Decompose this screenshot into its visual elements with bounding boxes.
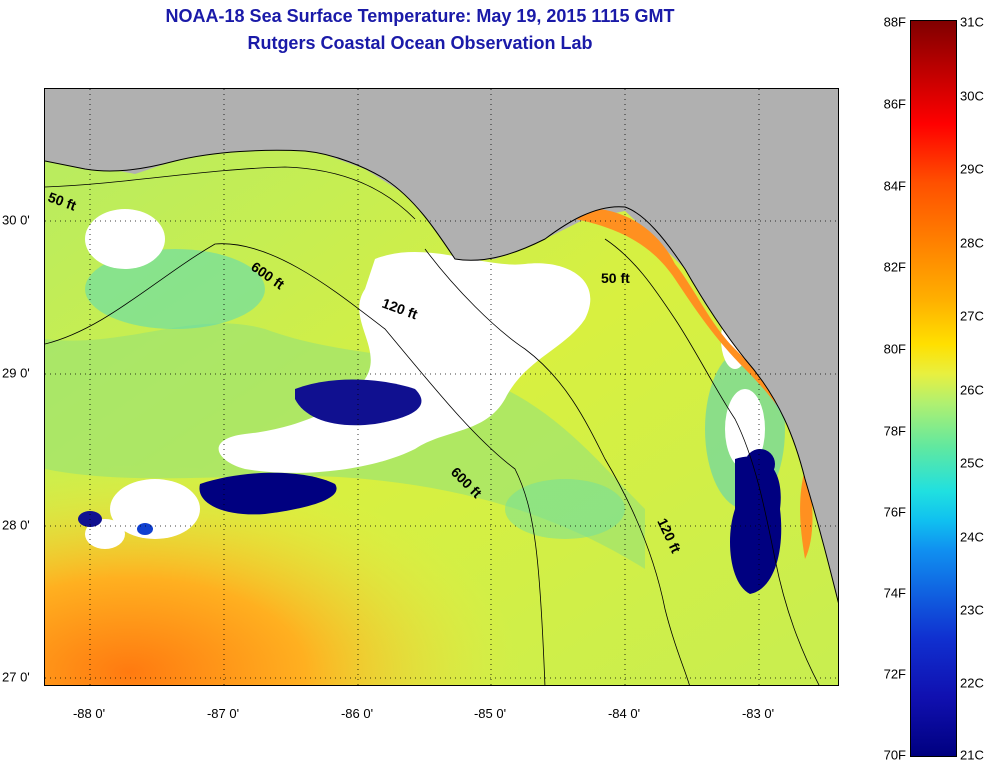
contour-50ft-east <box>604 238 820 685</box>
colorbar-f-label: 80F <box>883 341 906 357</box>
lon-label: -85 0' <box>473 706 507 721</box>
colorbar-f-label: 88F <box>883 14 906 30</box>
colorbar-f-label: 84F <box>883 178 906 194</box>
colorbar-f-label: 74F <box>883 585 906 601</box>
colorbar-c-label: 25C <box>960 455 984 471</box>
sst-map-graphic: 50 ft 600 ft 120 ft 600 ft 50 ft 120 ft <box>45 89 838 685</box>
lat-label: 29 0' <box>2 365 30 381</box>
land-mass <box>45 89 838 602</box>
colorbar-c-label: 22C <box>960 675 984 691</box>
map-title: NOAA-18 Sea Surface Temperature: May 19,… <box>165 6 675 26</box>
colorbar-f-label: 78F <box>883 423 906 439</box>
colorbar-c-label: 26C <box>960 382 984 398</box>
colorbar-f-label: 76F <box>883 504 906 520</box>
lon-label: -84 0' <box>607 706 641 721</box>
lon-label: -88 0' <box>72 706 106 721</box>
sst-map[interactable]: 50 ft 600 ft 120 ft 600 ft 50 ft 120 ft <box>44 88 839 686</box>
contour-120ft <box>424 248 690 685</box>
lon-label: -86 0' <box>340 706 374 721</box>
contour-50ft-west <box>45 166 416 220</box>
colorbar-c-label: 24C <box>960 529 984 545</box>
colorbar-f-label: 86F <box>883 96 906 112</box>
lat-label: 28 0' <box>2 517 30 533</box>
colorbar-c-label: 21C <box>960 747 984 763</box>
colorbar-c-label: 29C <box>960 161 984 177</box>
colorbar-f-label: 70F <box>883 747 906 763</box>
lat-label: 30 0' <box>2 212 30 228</box>
colorbar-c-label: 30C <box>960 88 984 104</box>
colorbar-f-label: 72F <box>883 666 906 682</box>
contour-600ft <box>45 243 546 685</box>
colorbar-c-label: 31C <box>960 14 984 30</box>
colorbar-c-label: 27C <box>960 308 984 324</box>
colorbar-c-label: 28C <box>960 235 984 251</box>
contour-label: 50 ft <box>601 270 630 286</box>
colorbar-f-label: 82F <box>883 259 906 275</box>
map-subtitle: Rutgers Coastal Ocean Observation Lab <box>247 33 593 53</box>
lon-label: -87 0' <box>206 706 240 721</box>
colorbar-c-label: 23C <box>960 602 984 618</box>
lon-label: -83 0' <box>741 706 775 721</box>
lat-label: 27 0' <box>2 669 30 685</box>
cloud-patch <box>218 252 591 473</box>
cold-patch <box>295 379 422 426</box>
temperature-colorbar <box>910 20 957 757</box>
